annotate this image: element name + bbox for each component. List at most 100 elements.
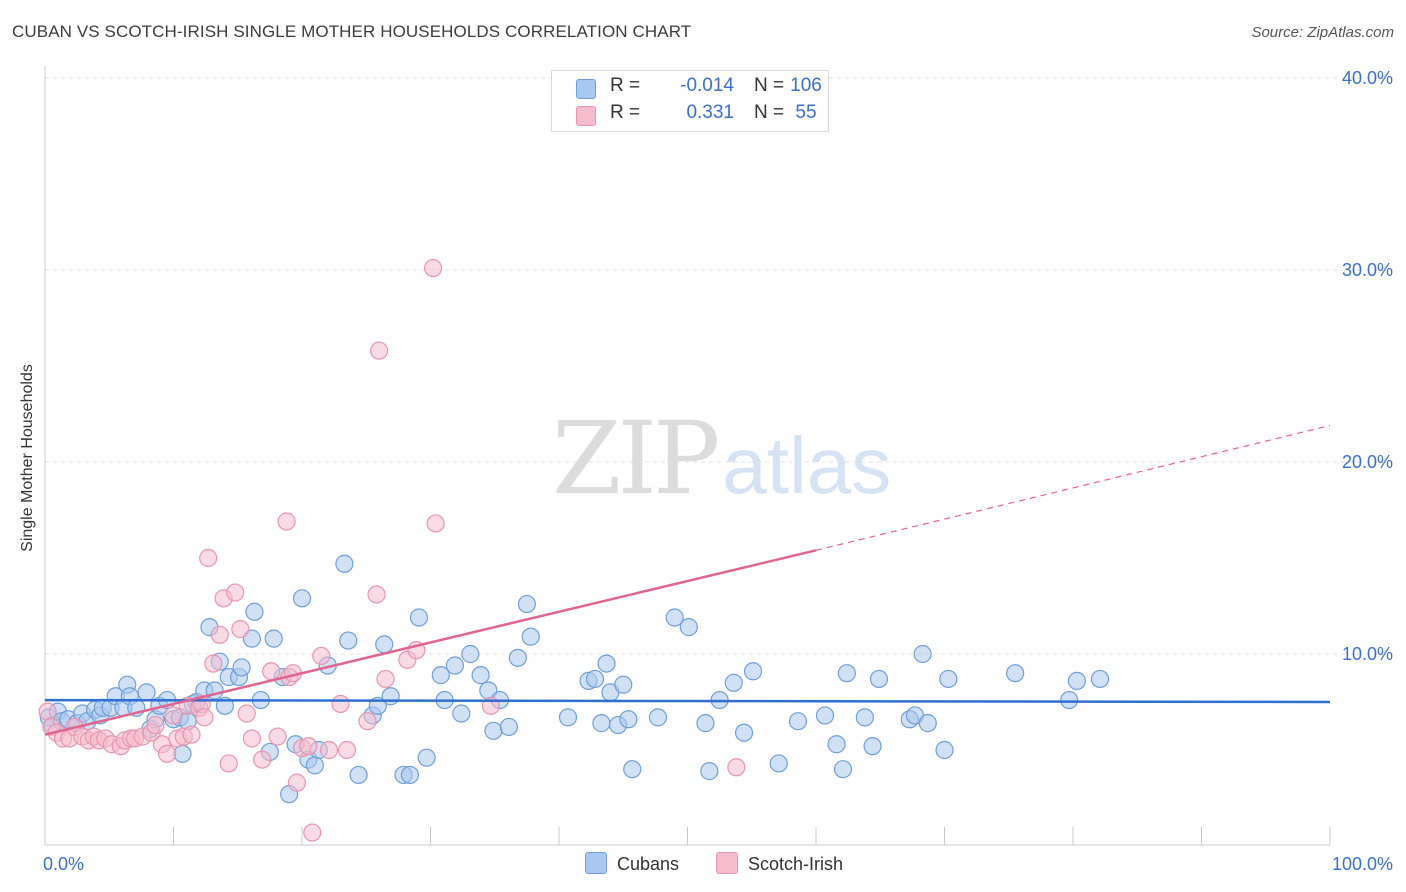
cubans-point bbox=[679, 618, 698, 637]
scotch-irish-point bbox=[287, 773, 306, 792]
scotch-irish-point bbox=[367, 585, 386, 604]
cubans-point bbox=[264, 629, 283, 648]
scotch-irish-point bbox=[376, 669, 395, 689]
scotch-irish-point bbox=[146, 715, 165, 735]
cubans-point bbox=[696, 714, 715, 733]
legend-swatch-scotch-irish bbox=[576, 106, 596, 126]
scotch-irish-trend-line bbox=[44, 549, 817, 736]
cubans-point bbox=[471, 666, 490, 685]
cubans-point bbox=[827, 735, 846, 754]
cubans-point bbox=[1006, 664, 1025, 683]
cubans-point bbox=[918, 714, 937, 733]
legend-n-value-scotch-irish: 55 bbox=[795, 102, 817, 123]
scotch-irish-point bbox=[237, 704, 256, 723]
x-tick-label: 0.0% bbox=[43, 854, 84, 874]
cubans-point bbox=[939, 669, 958, 689]
cubans-point bbox=[417, 748, 436, 767]
cubans-point bbox=[375, 635, 394, 654]
legend-n-label: N = bbox=[754, 75, 785, 96]
cubans-point bbox=[833, 760, 853, 779]
cubans-point bbox=[137, 683, 156, 702]
scotch-irish-point bbox=[727, 758, 746, 777]
scotch-irish-point bbox=[299, 737, 318, 756]
scotch-irish-point bbox=[157, 744, 177, 763]
cubans-point bbox=[648, 708, 668, 727]
scotch-irish-point bbox=[210, 625, 229, 644]
y-tick-label: 10.0% bbox=[1342, 644, 1393, 664]
cubans-point bbox=[700, 762, 719, 781]
legend-n-label: N = bbox=[754, 102, 785, 123]
watermark-atlas: atlas bbox=[722, 421, 892, 510]
cubans-point bbox=[305, 756, 324, 775]
cubans-point bbox=[517, 594, 536, 614]
bottom-legend-swatch-cubans bbox=[585, 852, 607, 874]
cubans-point bbox=[1067, 671, 1086, 690]
cubans-point bbox=[339, 631, 358, 650]
scotch-irish-point bbox=[226, 583, 245, 602]
scotch-irish-point bbox=[242, 729, 261, 748]
cubans-point bbox=[815, 706, 835, 725]
scotch-irish-point bbox=[262, 662, 281, 681]
cubans-point bbox=[508, 648, 527, 667]
bottom-legend-swatch-scotch-irish bbox=[716, 852, 738, 874]
legend-r-value-scotch-irish: 0.331 bbox=[686, 102, 734, 123]
legend-r-value-cubans: -0.014 bbox=[680, 75, 734, 96]
scotch-irish-point bbox=[331, 694, 350, 714]
cubans-point bbox=[592, 714, 611, 733]
cubans-point bbox=[409, 608, 429, 627]
scotch-irish-point bbox=[204, 654, 223, 673]
scotch-irish-point bbox=[38, 702, 57, 721]
cubans-trend-line bbox=[44, 698, 1331, 704]
scotch-irish-point bbox=[319, 740, 339, 760]
cubans-point bbox=[1060, 690, 1079, 710]
scotch-irish-point bbox=[195, 708, 214, 727]
scotch-irish-point bbox=[164, 706, 183, 725]
cubans-point bbox=[665, 608, 684, 627]
cubans-point bbox=[173, 744, 192, 763]
bottom-legend-label-scotch-irish: Scotch-Irish bbox=[748, 854, 844, 874]
cubans-point bbox=[935, 740, 954, 760]
scotch-irish-point bbox=[370, 341, 389, 360]
bottom-legend-label-cubans: Cubans bbox=[617, 854, 680, 874]
legend-r-label: R = bbox=[610, 75, 641, 96]
cubans-point bbox=[499, 717, 518, 737]
cubans-point bbox=[619, 710, 638, 729]
cubans-point bbox=[381, 687, 400, 706]
correlation-legend: R = -0.014 N = 106 R = 0.331 N = 55 bbox=[551, 70, 829, 132]
legend-n-value-cubans: 106 bbox=[790, 75, 822, 96]
cubans-point bbox=[245, 602, 264, 621]
y-tick-label: 30.0% bbox=[1342, 260, 1393, 280]
cubans-point bbox=[863, 737, 882, 756]
cubans-point bbox=[335, 554, 354, 573]
x-tick-label: 100.0% bbox=[1332, 854, 1393, 874]
cubans-point bbox=[597, 654, 616, 673]
cubans-point bbox=[521, 627, 540, 646]
scotch-irish-point bbox=[426, 514, 445, 533]
cubans-point bbox=[484, 721, 503, 740]
cubans-point bbox=[1090, 669, 1110, 689]
cubans-point bbox=[623, 760, 642, 779]
watermark: ZIPatlas bbox=[552, 400, 891, 517]
cubans-point bbox=[837, 664, 856, 683]
cubans-point bbox=[855, 708, 874, 727]
bottom-legend-cubans: Cubans bbox=[585, 852, 679, 875]
cubans-point bbox=[232, 658, 251, 677]
cubans-point bbox=[913, 644, 932, 664]
scotch-irish-point bbox=[312, 646, 331, 666]
cubans-point bbox=[431, 666, 450, 685]
scotch-irish-point bbox=[268, 727, 287, 746]
cubans-point bbox=[452, 704, 471, 723]
legend-r-label: R = bbox=[610, 102, 641, 123]
watermark-zip: ZIP bbox=[552, 400, 720, 517]
scotch-irish-point bbox=[303, 823, 322, 842]
scotch-irish-point bbox=[231, 619, 250, 639]
scotch-irish-point bbox=[358, 712, 377, 731]
cubans-point bbox=[349, 765, 368, 785]
cubans-point bbox=[769, 754, 788, 773]
cubans-point bbox=[788, 712, 808, 731]
cubans-point bbox=[724, 673, 743, 692]
cubans-point bbox=[743, 662, 763, 681]
cubans-point bbox=[734, 723, 754, 742]
cubans-point bbox=[558, 708, 578, 727]
